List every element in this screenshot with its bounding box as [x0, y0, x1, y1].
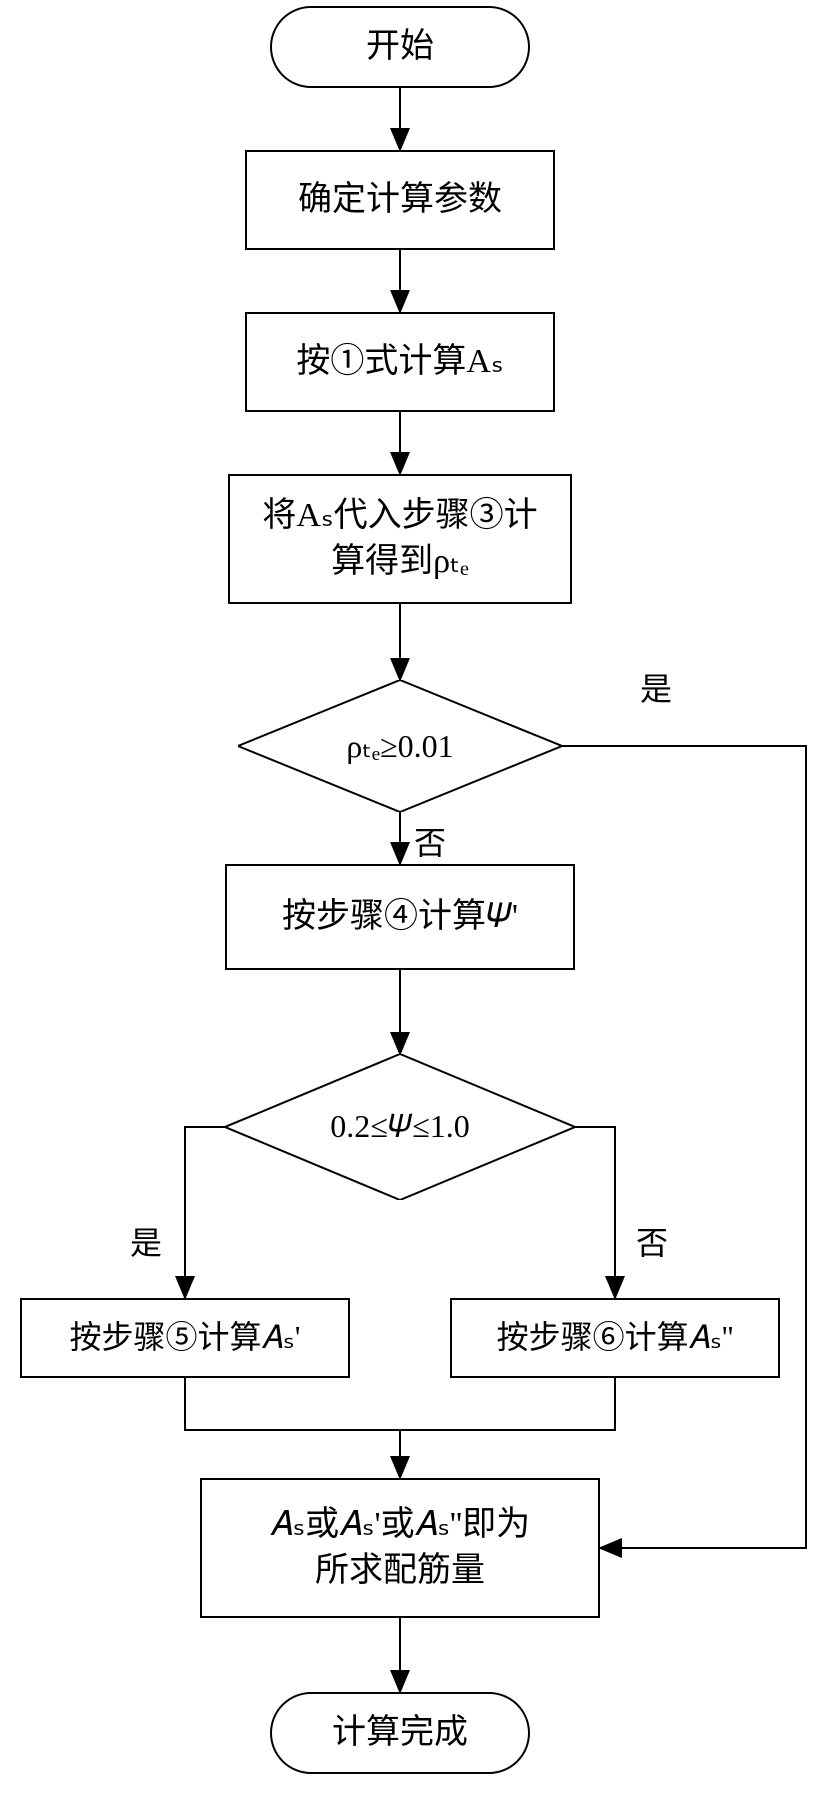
node-end-label: 计算完成 [332, 1710, 468, 1756]
node-step6: 按步骤⑥计算𝐴ₛ'' [450, 1298, 780, 1378]
node-step5: 按步骤⑤计算𝐴ₛ' [20, 1298, 350, 1378]
decision-psi-label: 0.2≤𝛹≤1.0 [330, 1108, 470, 1146]
node-step5-label: 按步骤⑤计算𝐴ₛ' [69, 1316, 300, 1359]
node-start-label: 开始 [366, 24, 434, 70]
node-end: 计算完成 [270, 1692, 530, 1774]
node-params: 确定计算参数 [245, 150, 555, 250]
node-start: 开始 [270, 6, 530, 88]
node-calc-rho-label: 将Aₛ代入步骤③计 算得到ρₜₑ [262, 493, 537, 585]
edge-label-d1-yes: 是 [640, 664, 672, 710]
node-calc-rho: 将Aₛ代入步骤③计 算得到ρₜₑ [228, 474, 572, 604]
node-calc-psi-label: 按步骤④计算𝛹' [282, 894, 518, 940]
node-calc-as: 按①式计算Aₛ [245, 312, 555, 412]
node-result: 𝐴ₛ或𝐴ₛ'或𝐴ₛ''即为 所求配筋量 [200, 1478, 600, 1618]
decision-psi: 0.2≤𝛹≤1.0 [225, 1054, 575, 1200]
edge-label-d1-no: 否 [414, 818, 446, 864]
decision-rho-label: ρₜₑ≥0.01 [346, 727, 453, 765]
node-params-label: 确定计算参数 [298, 177, 502, 223]
node-result-label: 𝐴ₛ或𝐴ₛ'或𝐴ₛ''即为 所求配筋量 [270, 1502, 530, 1594]
flowchart-canvas: 开始 确定计算参数 按①式计算Aₛ 将Aₛ代入步骤③计 算得到ρₜₑ ρₜₑ≥0… [0, 0, 830, 1809]
edge-label-d2-yes: 是 [130, 1218, 162, 1264]
edge-label-d2-no: 否 [636, 1218, 668, 1264]
decision-rho: ρₜₑ≥0.01 [238, 680, 562, 812]
node-calc-psi: 按步骤④计算𝛹' [225, 864, 575, 970]
node-calc-as-label: 按①式计算Aₛ [296, 339, 503, 385]
node-step6-label: 按步骤⑥计算𝐴ₛ'' [497, 1316, 734, 1359]
